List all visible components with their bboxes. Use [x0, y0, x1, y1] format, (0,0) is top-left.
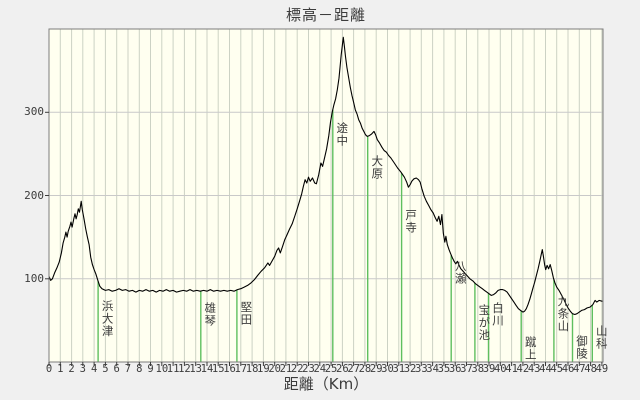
- x-tick-label: 9: [147, 363, 154, 375]
- x-tick-label: 14: [200, 363, 214, 375]
- x-tick-label: 35: [437, 363, 451, 375]
- x-tick-label: 44: [539, 363, 552, 375]
- station-label-tochu: 途中: [335, 122, 350, 147]
- station-label-yase: 八瀬: [453, 260, 468, 285]
- station-label-ogoto: 雄琴: [203, 302, 218, 327]
- station-label-ohara: 大原: [370, 155, 385, 180]
- y-tick-label: 300: [24, 105, 44, 119]
- station-label-katata: 堅田: [239, 301, 254, 326]
- x-tick-label: 18: [245, 363, 259, 375]
- x-tick-label: 34: [426, 363, 439, 375]
- y-tick-label: 100: [24, 271, 44, 285]
- x-tick-label: 32: [403, 363, 417, 375]
- elevation-profile-line: [48, 36, 603, 316]
- x-tick-label: 10: [155, 363, 169, 375]
- chart-title: 標高－距離: [285, 6, 366, 24]
- station-label-shirakawa: 白川: [490, 302, 505, 327]
- x-tick-label: 36: [448, 363, 462, 375]
- x-tick-label: 43: [527, 363, 541, 375]
- x-axis-label: 距離（Km）: [283, 375, 369, 393]
- x-tick-label: 45: [550, 363, 564, 375]
- x-tick-label: 49: [595, 363, 609, 375]
- x-tick-label: 0: [45, 363, 53, 375]
- x-tick-label: 22: [290, 363, 304, 375]
- station-label-misasagi: 御陵: [575, 335, 590, 360]
- x-tick-label: 21: [279, 363, 293, 375]
- x-tick-label: 48: [584, 363, 597, 375]
- x-tick-label: 40: [493, 363, 507, 375]
- x-tick-label: 16: [223, 363, 236, 375]
- x-tick-label: 26: [336, 363, 349, 375]
- x-tick-label: 6: [113, 363, 120, 375]
- x-tick-label: 41: [505, 363, 518, 375]
- x-tick-label: 13: [189, 363, 202, 375]
- x-tick-label: 12: [178, 363, 191, 375]
- x-tick-label: 28: [358, 363, 372, 375]
- x-tick-label: 19: [257, 363, 270, 375]
- x-tick-label: 27: [347, 363, 360, 375]
- x-tick-label: 23: [302, 363, 315, 375]
- x-tick-label: 37: [460, 363, 473, 375]
- x-tick-label: 30: [381, 363, 394, 375]
- x-tick-label: 20: [268, 363, 281, 375]
- station-label-yamashina: 山科: [594, 325, 609, 350]
- x-tick-label: 17: [234, 363, 248, 375]
- x-tick-label: 2: [68, 363, 75, 375]
- x-tick-label: 29: [369, 363, 383, 375]
- x-tick-label: 38: [471, 363, 485, 375]
- x-tick-label: 33: [415, 363, 428, 375]
- x-tick-label: 15: [211, 363, 225, 375]
- x-tick-label: 47: [572, 363, 586, 375]
- x-tick-label: 24: [313, 363, 327, 375]
- x-tick-label: 1: [57, 363, 64, 375]
- station-label-todera: 戸寺: [404, 209, 419, 234]
- y-tick-label: 200: [24, 188, 44, 202]
- x-tick-label: 39: [482, 363, 496, 375]
- x-tick-label: 7: [124, 363, 132, 375]
- x-tick-label: 42: [516, 363, 530, 375]
- x-tick-label: 8: [136, 363, 143, 375]
- station-label-kujoyama: 九条山: [556, 295, 571, 333]
- x-tick-label: 3: [79, 363, 87, 375]
- x-tick-label: 11: [166, 363, 180, 375]
- station-label-keage: 蹴上: [523, 336, 538, 361]
- x-tick-label: 4: [90, 363, 98, 375]
- x-tick-label: 46: [561, 363, 575, 375]
- station-label-hamaotsu: 浜大津: [100, 300, 115, 338]
- station-label-takaragaike: 宝が池: [477, 304, 492, 342]
- x-tick-label: 31: [392, 363, 406, 375]
- x-tick-label: 5: [102, 363, 109, 375]
- x-tick-label: 25: [324, 363, 338, 375]
